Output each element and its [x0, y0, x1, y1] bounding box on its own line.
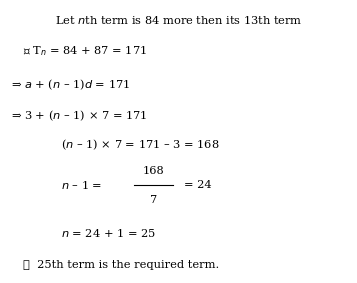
Text: $n$ = 24 + 1 = 25: $n$ = 24 + 1 = 25 [61, 228, 156, 239]
Text: ($n$ – 1) × 7 = 171 – 3 = 168: ($n$ – 1) × 7 = 171 – 3 = 168 [61, 137, 219, 152]
Text: ⇒ $a$ + ($n$ – 1)$d$ = 171: ⇒ $a$ + ($n$ – 1)$d$ = 171 [11, 78, 130, 92]
Text: = 24: = 24 [184, 180, 211, 190]
Text: ∴ T$_n$ = 84 + 87 = 171: ∴ T$_n$ = 84 + 87 = 171 [23, 44, 147, 58]
Text: Let $n$th term is 84 more then its 13th term: Let $n$th term is 84 more then its 13th … [55, 14, 302, 26]
Text: 168: 168 [143, 166, 164, 176]
Text: ∴  25th term is the required term.: ∴ 25th term is the required term. [23, 260, 220, 270]
Text: ⇒ 3 + ($n$ – 1) × 7 = 171: ⇒ 3 + ($n$ – 1) × 7 = 171 [11, 109, 147, 123]
Text: 7: 7 [150, 194, 157, 205]
Text: $n$ – 1 =: $n$ – 1 = [61, 179, 103, 191]
